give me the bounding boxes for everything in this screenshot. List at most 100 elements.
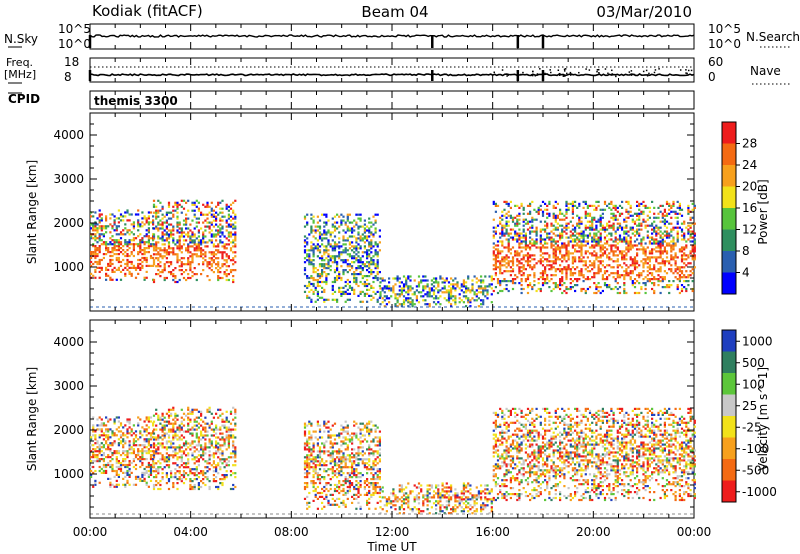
range-cell bbox=[94, 239, 97, 242]
range-cell bbox=[588, 212, 592, 215]
range-cell bbox=[644, 226, 647, 229]
range-cell bbox=[405, 297, 408, 300]
range-cell bbox=[323, 290, 326, 293]
range-cell bbox=[678, 276, 681, 279]
range-cell bbox=[353, 235, 356, 238]
range-cell bbox=[533, 258, 536, 261]
range-cell bbox=[516, 232, 519, 235]
range-cell bbox=[499, 282, 502, 285]
range-cell bbox=[480, 291, 483, 294]
range-cell bbox=[374, 292, 377, 295]
range-cell bbox=[685, 280, 688, 283]
range-cell bbox=[591, 262, 594, 265]
range-cell bbox=[533, 284, 536, 287]
range-cell bbox=[333, 269, 337, 272]
range-cell bbox=[94, 229, 97, 232]
range-cell bbox=[336, 243, 339, 246]
range-cell bbox=[172, 269, 175, 272]
range-cell bbox=[526, 284, 530, 287]
range-cell bbox=[215, 223, 218, 226]
range-cell bbox=[219, 267, 222, 270]
range-cell bbox=[569, 252, 572, 255]
range-cell bbox=[234, 245, 237, 248]
range-cell bbox=[219, 211, 222, 214]
range-cell bbox=[212, 209, 215, 212]
range-cell bbox=[115, 460, 118, 463]
range-cell bbox=[342, 229, 345, 232]
range-cell bbox=[225, 430, 228, 433]
range-cell bbox=[482, 289, 485, 292]
range-cell bbox=[374, 251, 377, 254]
range-cell bbox=[522, 236, 525, 239]
range-cell bbox=[342, 243, 345, 246]
range-cell bbox=[117, 465, 120, 469]
range-cell bbox=[229, 207, 233, 210]
range-cell bbox=[163, 278, 166, 282]
range-cell bbox=[599, 238, 602, 241]
range-cell bbox=[172, 215, 175, 218]
range-cell bbox=[653, 278, 656, 281]
range-cell bbox=[351, 255, 354, 258]
range-cell bbox=[691, 230, 694, 233]
range-cell bbox=[646, 278, 649, 281]
range-cell bbox=[676, 220, 679, 223]
range-cell bbox=[621, 256, 624, 259]
range-cell bbox=[98, 249, 101, 252]
range-cell bbox=[316, 284, 319, 288]
range-cell bbox=[323, 249, 326, 252]
range-cell bbox=[655, 230, 658, 233]
range-cell bbox=[569, 272, 572, 275]
range-cell bbox=[381, 301, 384, 304]
range-cell bbox=[161, 438, 164, 441]
range-cell bbox=[197, 229, 200, 232]
range-cell bbox=[625, 272, 628, 275]
range-cell bbox=[105, 241, 108, 244]
range-cell bbox=[531, 230, 534, 233]
range-cell bbox=[439, 289, 442, 292]
range-cell bbox=[588, 232, 592, 235]
range-cell bbox=[182, 257, 186, 260]
range-cell bbox=[665, 252, 669, 255]
range-cell bbox=[633, 262, 637, 265]
range-cell bbox=[625, 291, 628, 295]
range-cell bbox=[501, 210, 504, 213]
range-cell bbox=[644, 224, 647, 227]
range-cell bbox=[318, 257, 322, 260]
range-cell bbox=[529, 274, 532, 277]
range-cell bbox=[559, 258, 562, 261]
range-cell bbox=[152, 245, 156, 248]
range-cell bbox=[98, 481, 101, 484]
range-cell bbox=[109, 223, 112, 226]
range-cell bbox=[633, 282, 637, 285]
range-cell bbox=[368, 241, 371, 244]
range-cell bbox=[340, 213, 343, 216]
range-cell bbox=[618, 214, 622, 217]
range-cell bbox=[167, 414, 171, 417]
range-cell bbox=[325, 213, 328, 216]
range-cell bbox=[578, 256, 581, 259]
range-cell bbox=[689, 236, 692, 239]
range-cell bbox=[139, 268, 142, 271]
range-cell bbox=[193, 428, 196, 431]
range-cell bbox=[653, 226, 656, 229]
range-cell bbox=[232, 241, 235, 244]
range-cell bbox=[195, 470, 198, 473]
range-cell bbox=[128, 219, 131, 222]
range-cell bbox=[119, 247, 123, 250]
range-cell bbox=[368, 249, 371, 252]
range-cell bbox=[612, 204, 615, 207]
range-cell bbox=[574, 200, 577, 203]
range-cell bbox=[141, 256, 144, 260]
range-cell bbox=[599, 260, 602, 263]
range-cell bbox=[601, 212, 604, 215]
range-cell bbox=[325, 233, 328, 236]
range-cell bbox=[232, 487, 235, 491]
range-cell bbox=[524, 248, 527, 251]
range-cell bbox=[155, 253, 158, 256]
range-cell bbox=[601, 246, 604, 249]
range-cell bbox=[595, 244, 598, 247]
range-cell bbox=[494, 256, 497, 259]
range-cell bbox=[501, 234, 504, 237]
range-cell bbox=[219, 452, 222, 455]
range-cell bbox=[219, 227, 222, 230]
